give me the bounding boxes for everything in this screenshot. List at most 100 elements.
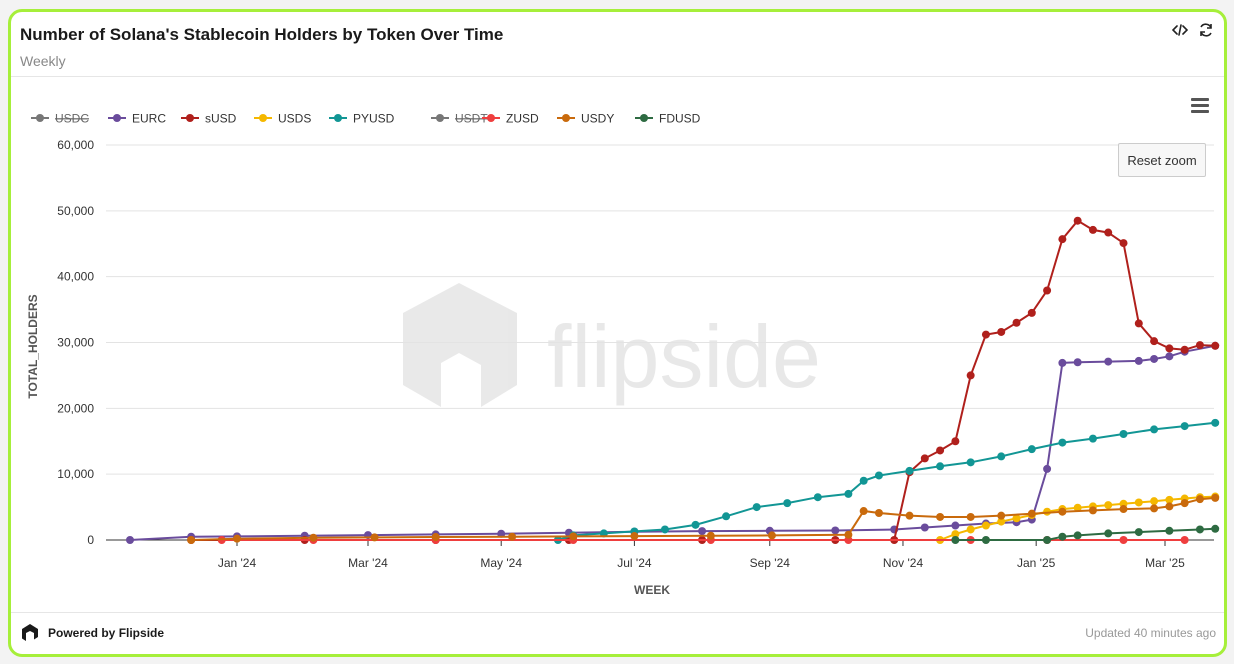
data-point-susd [1073, 216, 1082, 225]
x-tick-label: Jan '25 [1017, 556, 1056, 570]
data-point-fdusd [1104, 529, 1113, 538]
footer-divider [11, 612, 1224, 613]
legend-label: ZUSD [506, 112, 539, 126]
data-point-usdy [859, 507, 868, 516]
x-tick-label: Mar '24 [348, 556, 388, 570]
y-tick-label: 0 [87, 533, 94, 547]
data-point-fdusd [1043, 536, 1052, 544]
header-divider [11, 76, 1224, 77]
legend-item-fdusd[interactable]: FDUSD [635, 112, 701, 126]
data-point-usdy [370, 533, 379, 542]
reset-zoom-button[interactable]: Reset zoom [1118, 143, 1206, 177]
legend-marker [562, 114, 570, 122]
data-point-eurc [1073, 358, 1082, 367]
data-point-pyusd [1211, 418, 1220, 427]
data-point-susd [1165, 344, 1174, 353]
data-point-susd [1027, 308, 1036, 317]
y-axis-title: TOTAL_HOLDERS [26, 294, 40, 398]
y-tick-label: 60,000 [57, 138, 94, 152]
series-pyusd [553, 418, 1220, 544]
data-point-usds [1134, 498, 1143, 507]
data-point-fdusd [1134, 528, 1143, 537]
powered-by-text: Powered by Flipside [48, 626, 165, 640]
data-point-usdy [966, 512, 975, 521]
data-point-usdy [1027, 509, 1036, 518]
updated-timestamp: Updated 40 minutes ago [1085, 626, 1216, 640]
series-usdy [187, 493, 1220, 544]
legend-item-usdt[interactable]: USDT [431, 112, 488, 126]
refresh-icon[interactable] [1198, 22, 1214, 38]
data-point-usdy [767, 531, 776, 540]
data-point-usdy [874, 509, 883, 518]
data-point-susd [1150, 337, 1159, 346]
data-point-susd [966, 371, 975, 380]
data-point-susd [1043, 286, 1052, 295]
data-point-usdy [569, 532, 578, 541]
data-point-eurc [698, 527, 707, 536]
legend-item-usdy[interactable]: USDY [557, 112, 614, 126]
legend-marker [36, 114, 44, 122]
x-tick-label: Mar '25 [1145, 556, 1185, 570]
data-point-fdusd [1165, 526, 1174, 535]
x-axis-title: WEEK [634, 583, 670, 597]
line-chart: flipside 0 10,000 20,000 30,000 40,000 50,000… [26, 112, 1220, 597]
legend-label: USDC [55, 112, 89, 126]
series-fdusd [951, 524, 1220, 544]
data-point-susd [1180, 345, 1189, 354]
flipside-logo-icon [22, 624, 38, 641]
data-point-pyusd [783, 499, 792, 508]
x-tick-label: Nov '24 [883, 556, 924, 570]
y-tick-label: 10,000 [57, 467, 94, 481]
data-point-usdy [1119, 505, 1128, 514]
code-icon[interactable] [1171, 22, 1189, 38]
data-point-pyusd [1180, 422, 1189, 431]
data-point-eurc [951, 521, 960, 530]
data-point-eurc [1043, 464, 1052, 473]
data-point-usds [1012, 514, 1021, 523]
data-point-usds [1073, 503, 1082, 512]
data-point-pyusd [1027, 445, 1036, 454]
data-point-fdusd [1195, 525, 1204, 534]
x-tick-label: May '24 [480, 556, 522, 570]
legend-item-usdc[interactable]: USDC [31, 112, 89, 126]
data-point-usds [966, 525, 975, 534]
data-point-usdy [309, 533, 318, 542]
legend-marker [186, 114, 194, 122]
data-point-usdy [1180, 499, 1189, 508]
data-point-zusd [1119, 536, 1128, 544]
data-point-usdy [1165, 502, 1174, 511]
data-point-pyusd [691, 520, 700, 529]
data-point-usds [951, 530, 960, 539]
data-point-zusd [1180, 536, 1189, 544]
data-point-usds [1165, 495, 1174, 504]
legend-item-zusd[interactable]: ZUSD [482, 112, 539, 126]
data-point-pyusd [997, 452, 1006, 461]
x-tick-label: Sep '24 [750, 556, 791, 570]
data-point-pyusd [966, 458, 975, 467]
data-point-susd [1012, 318, 1021, 327]
footer-brand[interactable]: Powered by Flipside [20, 623, 164, 643]
data-point-usdy [508, 532, 517, 541]
legend-label: USDT [455, 112, 488, 126]
data-point-susd [1104, 228, 1113, 237]
legend-marker [640, 114, 648, 122]
y-tick-label: 20,000 [57, 401, 94, 415]
data-point-fdusd [1058, 532, 1067, 541]
hamburger-menu-icon[interactable] [1191, 98, 1209, 114]
legend-label: PYUSD [353, 112, 395, 126]
legend-item-usds[interactable]: USDS [254, 112, 311, 126]
data-point-pyusd [660, 525, 669, 534]
data-point-usdy [1058, 507, 1067, 516]
data-point-usdy [1150, 504, 1159, 513]
legend-item-pyusd[interactable]: PYUSD [329, 112, 395, 126]
data-point-susd [920, 454, 929, 463]
x-tick-label: Jan '24 [218, 556, 257, 570]
legend-item-susd[interactable]: sUSD [181, 112, 237, 126]
data-point-usdy [706, 531, 715, 540]
legend-item-eurc[interactable]: EURC [108, 112, 166, 126]
chart-title: Number of Solana's Stablecoin Holders by… [20, 25, 504, 44]
data-point-fdusd [1073, 531, 1082, 540]
data-point-susd [981, 330, 990, 339]
data-point-usdy [630, 532, 639, 541]
svg-text:flipside: flipside [547, 307, 821, 406]
